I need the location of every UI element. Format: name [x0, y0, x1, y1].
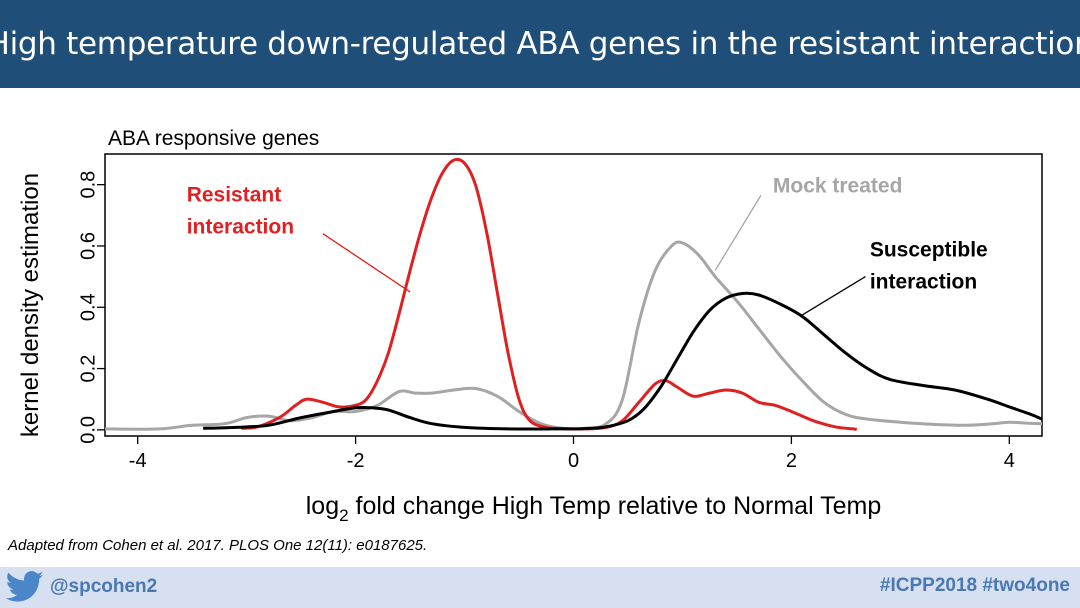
x-tick-label: 0: [568, 450, 579, 472]
y-tick-label: 0.8: [77, 171, 99, 199]
x-tick-label: -2: [347, 450, 365, 472]
series-line-resistant: [241, 157, 858, 431]
annotation-leader-mock: [714, 195, 762, 271]
x-tick-label: 4: [1004, 450, 1015, 472]
x-tick-label: -4: [129, 450, 147, 472]
y-tick-label: 0.0: [77, 416, 99, 444]
annotation-label-mock: Mock treated: [773, 174, 903, 197]
x-axis-label: log2 fold change High Temp relative to N…: [306, 492, 882, 525]
y-tick-label: 0.6: [77, 232, 99, 260]
twitter-bird-icon: [6, 571, 44, 602]
annotation-label-resistant: Resistant interaction: [187, 184, 294, 239]
annotation-leader-resistant: [322, 233, 411, 293]
x-tick-label: 2: [786, 450, 797, 472]
citation: Adapted from Cohen et al. 2017. PLOS One…: [8, 537, 428, 554]
footer: @spcohen2 #ICPP2018 #two4one: [0, 567, 1080, 608]
title-bar: High temperature down-regulated ABA gene…: [0, 0, 1080, 88]
twitter-handle-group: @spcohen2: [6, 571, 157, 603]
series-line-mock: [105, 240, 1042, 431]
annotation-leader-susceptible: [801, 276, 866, 316]
hashtags: #ICPP2018 #two4one: [879, 575, 1070, 596]
y-tick-label: 0.2: [77, 355, 99, 383]
annotation-label-susceptible: Susceptible interaction: [870, 239, 988, 294]
twitter-handle[interactable]: @spcohen2: [50, 576, 158, 597]
chart-title: ABA responsive genes: [108, 127, 319, 150]
y-axis-label: kernel density estimation: [17, 173, 44, 437]
density-chart: ABA responsive genes -4 -2 0 2 4 0.0 0.2 0.4 0.6 0…: [17, 127, 1043, 525]
y-tick-label: 0.4: [77, 293, 99, 321]
series-line-susceptible: [203, 291, 1042, 431]
slide-title: High temperature down-regulated ABA gene…: [0, 26, 1080, 62]
